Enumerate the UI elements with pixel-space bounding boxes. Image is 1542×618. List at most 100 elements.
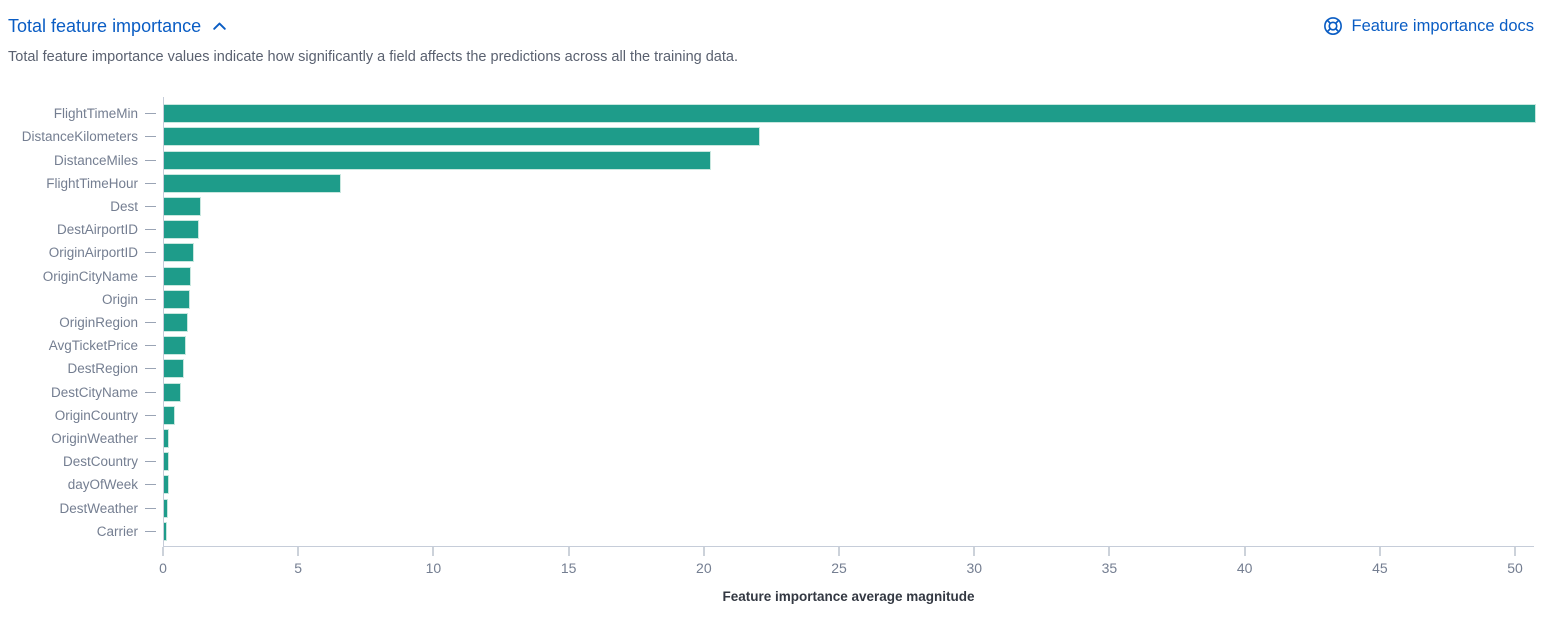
y-axis-label: DestWeather bbox=[59, 500, 138, 516]
y-axis-label: Carrier bbox=[96, 523, 138, 539]
y-axis-tick bbox=[145, 484, 156, 486]
x-axis-tick-label: 25 bbox=[831, 560, 847, 576]
bar-track bbox=[163, 128, 1534, 146]
chart-row: DestCountry bbox=[0, 453, 1542, 471]
y-axis-label: dayOfWeek bbox=[67, 477, 138, 493]
x-axis-tick-mark bbox=[1379, 547, 1381, 556]
importance-bar[interactable] bbox=[164, 337, 186, 355]
chart-row: DestRegion bbox=[0, 360, 1542, 378]
x-axis-tick-mark bbox=[1514, 547, 1516, 556]
x-axis-tick-label: 45 bbox=[1372, 560, 1388, 576]
bar-track bbox=[163, 337, 1534, 355]
bar-track bbox=[163, 267, 1534, 285]
plot-area: FlightTimeMin DistanceKilometers DistanceM… bbox=[0, 97, 1542, 547]
feature-importance-docs-link[interactable]: Feature importance docs bbox=[1323, 15, 1534, 37]
x-axis-tick-mark bbox=[1108, 547, 1110, 556]
x-axis-title-row: Feature importance average magnitude bbox=[0, 588, 1542, 605]
importance-bar[interactable] bbox=[164, 499, 168, 517]
importance-bar[interactable] bbox=[164, 244, 193, 262]
chart-row: OriginAirportID bbox=[0, 244, 1542, 262]
x-axis-tick-mark bbox=[973, 547, 975, 556]
x-axis-title: Feature importance average magnitude bbox=[722, 589, 975, 604]
chart-row: Origin bbox=[0, 290, 1542, 308]
x-axis-tick-label: 15 bbox=[560, 560, 577, 576]
chart-row: Dest bbox=[0, 197, 1542, 215]
y-axis-label: DestAirportID bbox=[56, 222, 138, 238]
x-axis-tick-label: 0 bbox=[159, 560, 167, 576]
importance-bar[interactable] bbox=[164, 174, 340, 192]
y-axis-tick bbox=[145, 345, 156, 347]
x-axis-tick-mark bbox=[1244, 547, 1246, 556]
bar-track bbox=[163, 105, 1535, 123]
chart-row: DistanceKilometers bbox=[0, 128, 1542, 146]
bar-track bbox=[163, 453, 1534, 471]
bar-track bbox=[163, 290, 1534, 308]
x-axis-tick-mark bbox=[838, 547, 840, 556]
y-axis-tick bbox=[145, 368, 156, 370]
importance-bar[interactable] bbox=[164, 267, 190, 285]
y-axis-tick bbox=[145, 275, 156, 277]
chart-row: FlightTimeHour bbox=[0, 174, 1542, 192]
x-axis-tick-label: 5 bbox=[294, 560, 303, 576]
bar-track bbox=[163, 499, 1534, 517]
importance-bar[interactable] bbox=[164, 522, 167, 540]
chart-row: DestCityName bbox=[0, 383, 1542, 401]
y-axis-tick bbox=[145, 530, 156, 532]
importance-bar[interactable] bbox=[164, 360, 183, 378]
x-axis-tick-label: 30 bbox=[966, 560, 983, 576]
importance-bar[interactable] bbox=[164, 221, 199, 239]
importance-bar[interactable] bbox=[164, 429, 169, 447]
y-axis-tick bbox=[145, 182, 156, 184]
importance-bar[interactable] bbox=[164, 151, 711, 169]
importance-bar[interactable] bbox=[164, 476, 168, 494]
chart-row: DestWeather bbox=[0, 499, 1542, 517]
importance-bar[interactable] bbox=[164, 290, 190, 308]
y-axis-label: DestCityName bbox=[50, 384, 138, 400]
y-axis-tick bbox=[145, 414, 156, 416]
x-axis: 0 5 10 15 20 25 30 35 40 45 50 bbox=[0, 546, 1542, 578]
importance-bar[interactable] bbox=[164, 313, 187, 331]
importance-bar[interactable] bbox=[164, 406, 175, 424]
y-axis-label: Dest bbox=[110, 198, 138, 214]
y-axis-label: Origin bbox=[101, 291, 138, 307]
y-axis-tick bbox=[145, 507, 156, 509]
chevron-up-icon bbox=[213, 22, 226, 30]
y-axis-tick bbox=[145, 321, 156, 323]
importance-bar[interactable] bbox=[164, 453, 169, 471]
bar-track bbox=[163, 151, 1534, 169]
y-axis-label: DistanceKilometers bbox=[21, 129, 138, 145]
bar-track bbox=[163, 476, 1534, 494]
y-axis-label: OriginWeather bbox=[51, 430, 138, 446]
y-axis-label: DistanceMiles bbox=[53, 152, 138, 168]
y-axis-label: DestRegion bbox=[67, 361, 138, 377]
y-axis-label: OriginCityName bbox=[42, 268, 138, 284]
section-title: Total feature importance bbox=[8, 16, 202, 36]
section-description: Total feature importance values indicate… bbox=[8, 49, 738, 65]
chart-row: AvgTicketPrice bbox=[0, 337, 1542, 355]
feature-importance-chart: FlightTimeMin DistanceKilometers DistanceM… bbox=[0, 97, 1542, 605]
bar-track bbox=[163, 406, 1534, 424]
x-axis-tick-label: 10 bbox=[425, 560, 442, 576]
x-axis-tick-label: 40 bbox=[1236, 560, 1253, 576]
panel-header: Total feature importance Feature importa… bbox=[0, 0, 1542, 38]
y-axis-label: FlightTimeMin bbox=[53, 106, 138, 122]
importance-bar[interactable] bbox=[164, 128, 759, 146]
bar-track bbox=[163, 244, 1534, 262]
importance-bar[interactable] bbox=[164, 197, 200, 215]
chart-row: DistanceMiles bbox=[0, 151, 1542, 169]
y-axis-label: OriginAirportID bbox=[48, 245, 138, 261]
y-axis-label: OriginCountry bbox=[54, 407, 138, 423]
x-axis-track: 0 5 10 15 20 25 30 35 40 45 50 bbox=[159, 546, 1534, 578]
chart-row: DestAirportID bbox=[0, 221, 1542, 239]
y-axis-tick bbox=[145, 252, 156, 254]
x-axis-tick-label: 20 bbox=[696, 560, 712, 576]
y-axis-tick bbox=[145, 461, 156, 463]
y-axis-tick bbox=[145, 113, 156, 115]
x-axis-tick-label: 35 bbox=[1101, 560, 1118, 576]
importance-bar[interactable] bbox=[164, 105, 1535, 123]
section-collapse-toggle[interactable]: Total feature importance bbox=[8, 14, 228, 38]
importance-bar[interactable] bbox=[164, 383, 181, 401]
y-axis-label: DestCountry bbox=[62, 454, 138, 470]
bar-track bbox=[163, 360, 1534, 378]
bar-track bbox=[163, 221, 1534, 239]
